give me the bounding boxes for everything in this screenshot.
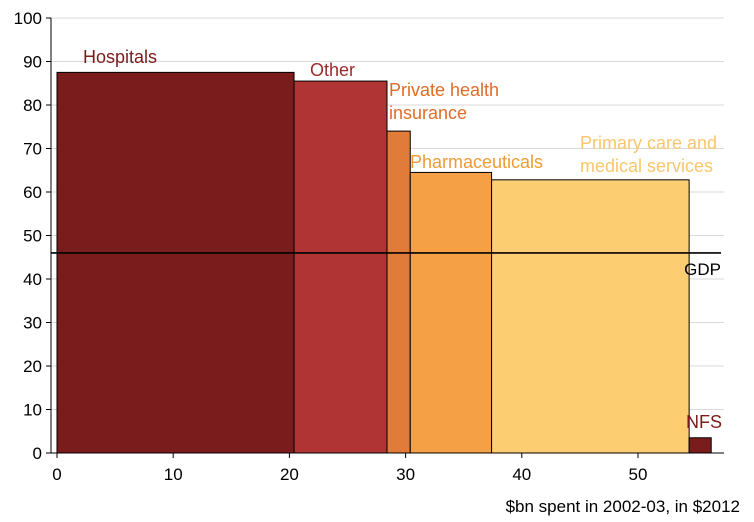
x-axis-label: $bn spent in 2002-03, in $2012 [506, 497, 740, 516]
x-tick-label: 10 [164, 465, 183, 484]
y-tick-label: 20 [23, 357, 42, 376]
y-tick-label: 100 [14, 9, 42, 28]
bars [56, 71, 712, 454]
y-tick-labels: 0 10 20 30 40 50 60 70 80 90 100 [14, 9, 42, 463]
segment-label-private-health-insurance: Private health insurance [389, 80, 499, 123]
segment-label-pharmaceuticals: Pharmaceuticals [410, 152, 543, 172]
segment-labels: Hospitals Other Private health insurance Pha… [83, 47, 722, 432]
x-tick-label: 40 [512, 465, 531, 484]
y-tick-label: 0 [33, 444, 42, 463]
x-tick-label: 0 [52, 465, 61, 484]
y-tick-label: 80 [23, 96, 42, 115]
segment-label-other: Other [310, 60, 355, 80]
bar-private-health-insurance [386, 130, 411, 454]
gdp-reference-label: GDP [684, 260, 721, 279]
y-tick-label: 60 [23, 183, 42, 202]
y-tick-label: 90 [23, 53, 42, 72]
bar-primary-care-and-medical-services [491, 179, 690, 454]
axes [46, 17, 724, 458]
bar-nfs [688, 437, 712, 454]
y-tick-label: 70 [23, 140, 42, 159]
bar-pharmaceuticals [409, 171, 493, 454]
reference-line-layer: GDP [51, 252, 721, 279]
segment-label-nfs: NFS [686, 412, 722, 432]
x-tick-labels: 0 10 20 30 40 50 [52, 465, 647, 484]
x-tick-label: 50 [629, 465, 648, 484]
segment-label-hospitals: Hospitals [83, 47, 157, 67]
bar-hospitals [56, 71, 295, 454]
y-tick-label: 50 [23, 227, 42, 246]
x-tick-label: 20 [280, 465, 299, 484]
bar-other [293, 80, 388, 454]
y-tick-label: 30 [23, 314, 42, 333]
y-tick-label: 40 [23, 270, 42, 289]
x-tick-label: 30 [396, 465, 415, 484]
y-tick-label: 10 [23, 401, 42, 420]
segment-label-primary-care-and-medical-services: Primary care and medical services [580, 133, 717, 176]
